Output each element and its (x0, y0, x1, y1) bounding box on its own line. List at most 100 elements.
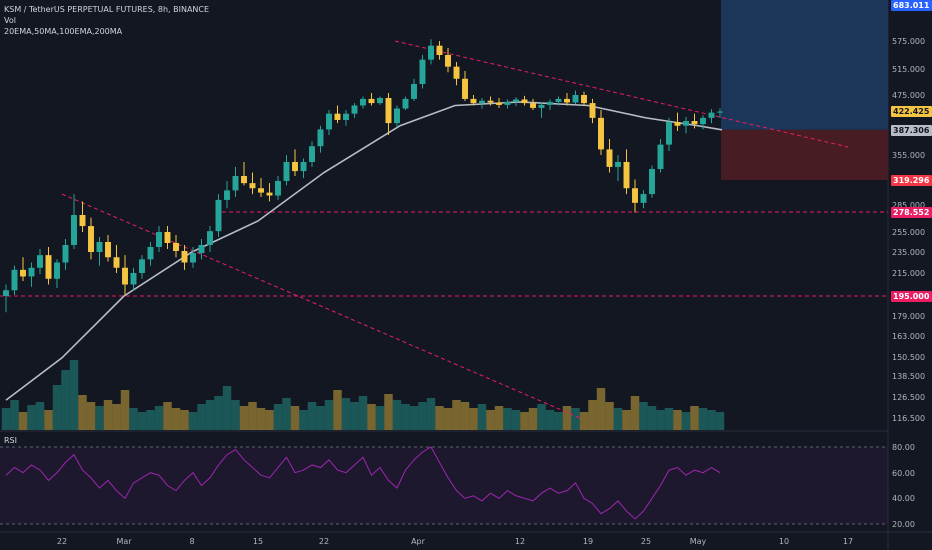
volume-bar (537, 404, 546, 430)
candle-body (300, 162, 307, 172)
price-tick-label: 116.500 (892, 414, 926, 423)
candle-body (11, 269, 18, 291)
volume-bar (528, 408, 538, 430)
candle-body (258, 188, 264, 193)
candle-body (547, 101, 553, 105)
volume-bar (316, 406, 325, 430)
volume-bar (715, 412, 725, 430)
candle-body (496, 102, 502, 105)
volume-bar (231, 400, 240, 430)
price-tick-label: 126.500 (892, 393, 926, 402)
volume-bar (137, 412, 147, 430)
candle-body (54, 262, 60, 279)
volume-bar (358, 396, 368, 430)
candle-body (224, 190, 230, 200)
candle-body (717, 111, 723, 113)
indicators-label: 20EMA,50MA,100EMA,200MA (4, 27, 123, 36)
candle-body (266, 192, 273, 196)
candle-body (20, 269, 26, 277)
price-tag-target: 683.011 (891, 0, 932, 11)
candle-body (275, 180, 281, 196)
candle-body (317, 129, 324, 147)
volume-bar (35, 402, 45, 430)
volume-bar (392, 400, 402, 430)
volume-bar (52, 385, 62, 430)
time-tick-label: 12 (514, 537, 526, 546)
candle-body (453, 66, 460, 79)
trendline-2 (394, 40, 849, 148)
volume-bar (426, 398, 436, 430)
volume-bar (248, 402, 257, 430)
candle-body (479, 100, 485, 104)
candle-body (513, 99, 519, 102)
volume-bar (639, 402, 648, 430)
candle-body (640, 194, 647, 203)
price-tick-label: 575.000 (892, 37, 926, 46)
candle-body (623, 162, 630, 189)
candle-body (156, 232, 162, 247)
candle-body (564, 98, 570, 103)
candle-body (538, 104, 545, 108)
candle-body (190, 253, 196, 263)
volume-bar (69, 360, 79, 430)
volume-bar (469, 408, 478, 430)
volume-bar (520, 412, 529, 430)
candle-body (283, 162, 290, 181)
volume-bar (180, 410, 189, 430)
volume-bar (341, 398, 351, 430)
volume-bar (673, 410, 682, 430)
volume-bar (95, 406, 104, 430)
candle-body (241, 176, 247, 184)
candle-body (113, 257, 120, 268)
candle-body (470, 98, 477, 104)
volume-bar (1, 408, 11, 430)
volume-bar (613, 408, 623, 430)
volume-bar (630, 396, 640, 430)
price-tag-ma: 387.306 (891, 124, 932, 136)
candle-body (708, 112, 715, 118)
candle-body (232, 176, 239, 191)
price-tick-label: 150.500 (892, 353, 926, 362)
candle-body (572, 95, 579, 103)
volume-bar (214, 396, 223, 430)
volume-bar (129, 408, 138, 430)
candle-body (139, 259, 145, 273)
candle-body (215, 199, 222, 232)
candle-body (368, 98, 375, 104)
volume-bar (681, 412, 691, 430)
ma-line (5, 101, 723, 401)
volume-label: Vol (4, 16, 16, 25)
volume-bar (324, 400, 334, 430)
volume-bar (10, 400, 19, 430)
volume-bar (486, 410, 495, 430)
volume-bar (690, 406, 699, 430)
candle-body (181, 251, 188, 263)
time-tick-label: 10 (778, 537, 790, 546)
time-tick-label: 17 (842, 537, 854, 546)
candle-body (351, 105, 358, 114)
candle-body (249, 183, 256, 189)
time-tick-label: 8 (189, 537, 195, 546)
volume-bar (511, 410, 521, 430)
price-tick-label: 285.000 (892, 201, 926, 210)
volume-bar (605, 402, 614, 430)
candle-body (555, 98, 562, 102)
volume-bar (44, 410, 53, 430)
volume-bar (333, 390, 342, 430)
volume-bar (265, 410, 274, 430)
volume-bar (171, 408, 181, 430)
candle-body (674, 122, 681, 126)
candle-body (326, 113, 332, 130)
candle-body (343, 113, 349, 120)
candle-body (96, 242, 103, 252)
candle-body (292, 162, 298, 172)
price-tick-label: 475.000 (892, 91, 926, 100)
time-tick-label: 22 (318, 537, 330, 546)
price-tag-level: 278.552 (891, 206, 932, 218)
candle-body (462, 78, 468, 99)
candle-body (691, 121, 698, 125)
time-tick-label: 25 (640, 537, 652, 546)
volume-bar (409, 406, 419, 430)
